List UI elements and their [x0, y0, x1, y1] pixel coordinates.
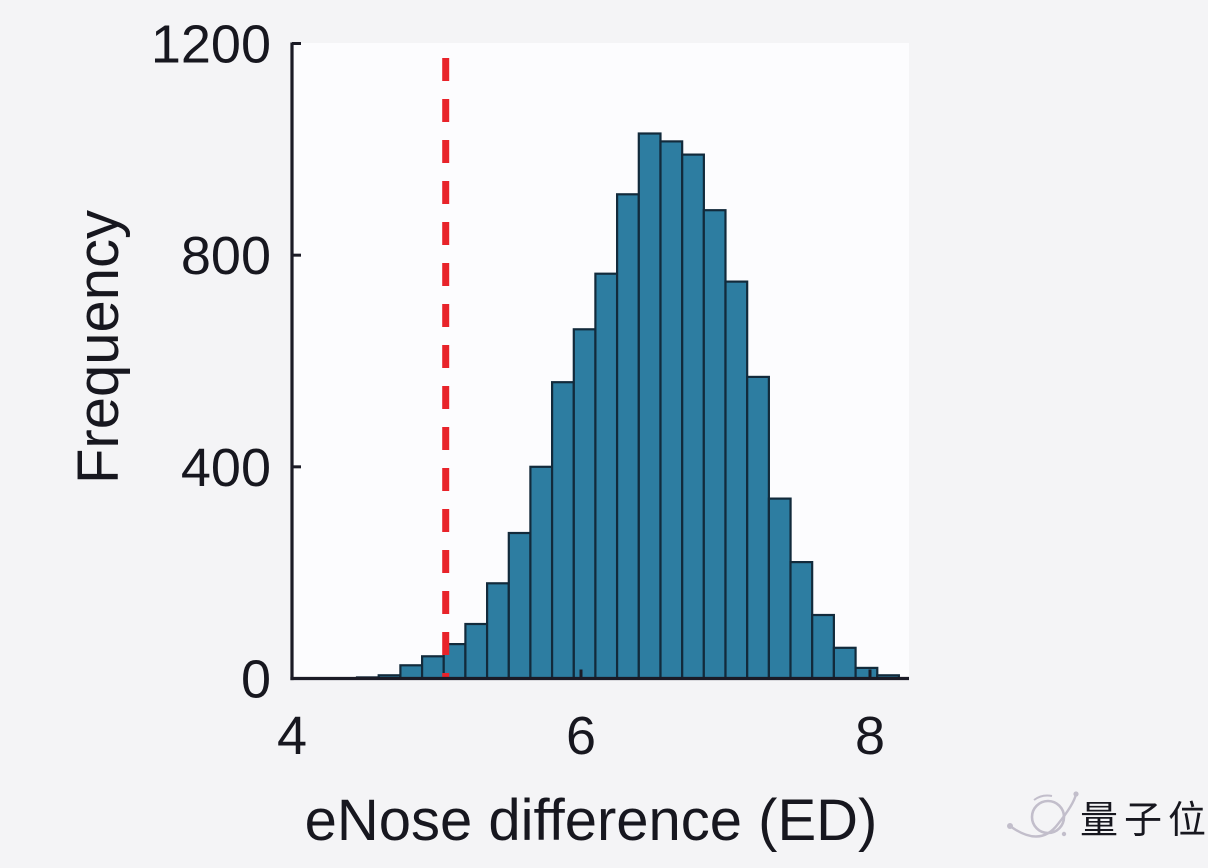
histogram-bar [832, 646, 857, 680]
histogram-bar [572, 328, 597, 680]
histogram-bar [615, 193, 640, 680]
histogram-bar [507, 531, 532, 680]
histogram-bar [464, 622, 489, 680]
histogram-bar [594, 272, 619, 680]
y-tick-label: 400 [181, 438, 271, 498]
y-tick-label: 800 [181, 226, 271, 286]
x-tick-label: 4 [277, 706, 307, 766]
axis-ticks: 0 400 800 1200 4 6 8 [151, 15, 885, 767]
histogram-bar [637, 132, 662, 680]
histogram-bars [355, 132, 900, 680]
x-axis-label: eNose difference (ED) [305, 788, 878, 853]
y-axis-label: Frequency [66, 210, 131, 484]
histogram-bar [746, 375, 770, 680]
axes [290, 42, 910, 681]
y-tick-label: 0 [241, 650, 271, 710]
watermark-text: 量子位 [1080, 800, 1208, 842]
histogram-bar [399, 664, 424, 680]
histogram-bar [659, 140, 684, 680]
watermark: 量子位 [1007, 791, 1208, 842]
histogram-bar [702, 209, 727, 680]
histogram-bar [811, 613, 835, 680]
y-tick-label: 1200 [151, 15, 271, 75]
histogram-bar [550, 381, 575, 680]
histogram-bar [529, 465, 554, 680]
x-tick-label: 8 [855, 706, 885, 766]
histogram-bar [486, 582, 510, 680]
histogram-bar [789, 560, 814, 680]
histogram-bar [724, 280, 749, 680]
histogram-bar [681, 153, 705, 680]
histogram-bar [421, 655, 445, 680]
histogram-bar [767, 497, 792, 680]
x-tick-label: 6 [566, 706, 596, 766]
atom-icon [1007, 791, 1079, 838]
